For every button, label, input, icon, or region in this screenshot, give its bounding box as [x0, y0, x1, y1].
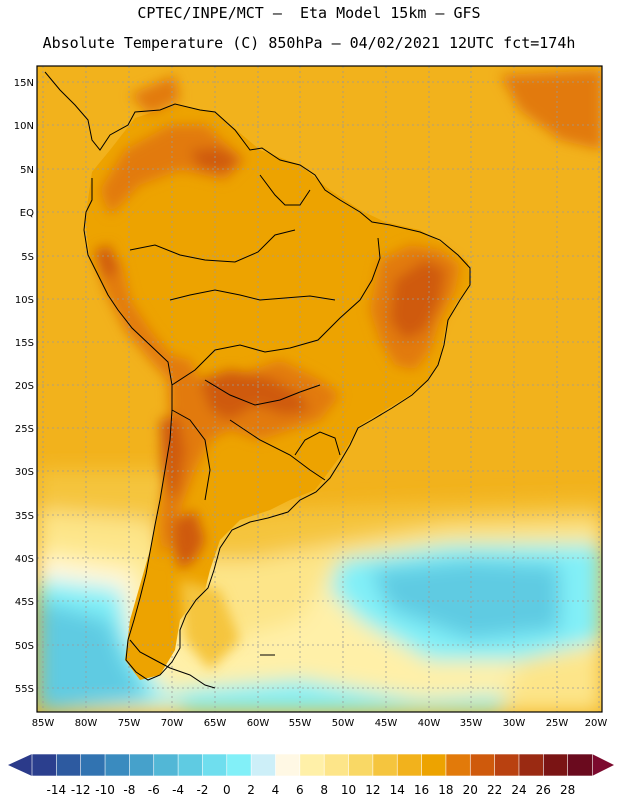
- legend-swatch: [421, 753, 447, 777]
- chart-title-line2: Absolute Temperature (C) 850hPa – 04/02/…: [42, 34, 576, 52]
- legend-tick-label: -6: [148, 783, 160, 797]
- legend-tick-label: 24: [511, 783, 526, 797]
- legend-tick-label: -8: [123, 783, 135, 797]
- map-frame: [36, 65, 603, 713]
- legend-swatch: [518, 753, 545, 777]
- lat-label: 15S: [15, 338, 34, 349]
- legend-swatch: [372, 753, 399, 777]
- lat-label: 50S: [15, 641, 34, 652]
- lat-label: 5S: [21, 252, 34, 263]
- legend-swatch: [250, 753, 277, 777]
- legend-swatch: [56, 753, 82, 777]
- lon-label: 55W: [289, 718, 312, 729]
- legend-tick-label: 6: [296, 783, 304, 797]
- lon-label: 80W: [75, 718, 98, 729]
- legend-swatch: [226, 753, 252, 777]
- legend-tick-label: -2: [196, 783, 208, 797]
- legend-arrow-left: [8, 754, 32, 776]
- legend-swatch: [323, 753, 350, 777]
- legend-tick-label: 18: [438, 783, 453, 797]
- lon-label: 25W: [546, 718, 569, 729]
- legend-tick-label: 28: [560, 783, 575, 797]
- lat-label: 10S: [15, 295, 34, 306]
- legend-swatch: [348, 753, 374, 777]
- legend-tick-label: 20: [463, 783, 478, 797]
- latitude-labels: 15N 10N 5N EQ 5S 10S 15S 20S 25S 30S 35S…: [14, 78, 34, 695]
- lat-label: EQ: [20, 208, 34, 219]
- legend-swatch: [445, 753, 472, 777]
- legend-tick-label: 0: [223, 783, 231, 797]
- legend-swatch: [31, 753, 58, 777]
- lon-label: 20W: [585, 718, 608, 729]
- legend-swatch: [275, 753, 301, 777]
- legend-swatch: [469, 753, 496, 777]
- lat-label: 10N: [14, 121, 34, 132]
- legend-tick-label: 8: [320, 783, 328, 797]
- lon-label: 75W: [118, 718, 141, 729]
- lon-label: 35W: [460, 718, 483, 729]
- legend-tick-label: 14: [390, 783, 405, 797]
- legend-tick-label: 16: [414, 783, 429, 797]
- lat-label: 5N: [20, 165, 34, 176]
- legend-tick-label: 12: [365, 783, 380, 797]
- legend-swatch: [80, 753, 106, 777]
- legend-tick-label: 26: [536, 783, 551, 797]
- legend-swatch: [202, 753, 228, 777]
- legend-swatch: [494, 753, 520, 777]
- lat-label: 25S: [15, 424, 34, 435]
- lat-label: 15N: [14, 78, 34, 89]
- chart-title-line1: CPTEC/INPE/MCT – Eta Model 15km – GFS: [137, 4, 481, 22]
- lon-label: 60W: [247, 718, 270, 729]
- legend-tick-label: 4: [272, 783, 280, 797]
- legend-swatch: [129, 753, 155, 777]
- legend-tick-label: 22: [487, 783, 502, 797]
- legend-swatch: [104, 753, 131, 777]
- lon-label: 70W: [161, 718, 184, 729]
- lon-label: 65W: [204, 718, 227, 729]
- legend-tick-label: -12: [71, 783, 91, 797]
- lat-label: 45S: [15, 597, 34, 608]
- legend-swatch: [177, 753, 204, 777]
- coastline-outline: [44, 71, 471, 689]
- legend-swatches: [31, 753, 593, 777]
- lat-label: 30S: [15, 467, 34, 478]
- temperature-map: 15N 10N 5N EQ 5S 10S 15S 20S 25S 30S 35S…: [14, 65, 608, 729]
- lon-label: 45W: [375, 718, 398, 729]
- legend-tick-labels: -14 -12 -10 -8 -6 -4 -2 0 2 4 6 8 10 12 14 16 18 20 22 24 26…: [47, 783, 576, 797]
- legend-swatch: [299, 753, 325, 777]
- legend-tick-label: -14: [47, 783, 67, 797]
- legend-arrow-right: [592, 754, 614, 776]
- temperature-field: [37, 66, 602, 712]
- legend-swatch: [153, 753, 179, 777]
- legend-swatch: [567, 753, 593, 777]
- lat-label: 20S: [15, 381, 34, 392]
- legend-swatch: [396, 753, 423, 777]
- lat-label: 40S: [15, 554, 34, 565]
- lon-label: 50W: [332, 718, 355, 729]
- legend-swatch: [543, 753, 569, 777]
- legend-tick-label: 10: [341, 783, 356, 797]
- color-legend: -14 -12 -10 -8 -6 -4 -2 0 2 4 6 8 10 12 14 16 18 20 22 24 26…: [8, 753, 614, 797]
- longitude-labels: 85W 80W 75W 70W 65W 60W 55W 50W 45W 40W …: [32, 718, 608, 729]
- lon-label: 40W: [418, 718, 441, 729]
- lon-label: 30W: [503, 718, 526, 729]
- legend-tick-label: 2: [247, 783, 255, 797]
- legend-tick-label: -10: [95, 783, 115, 797]
- legend-tick-label: -4: [172, 783, 184, 797]
- lat-label: 35S: [15, 511, 34, 522]
- lat-label: 55S: [15, 684, 34, 695]
- lon-label: 85W: [32, 718, 55, 729]
